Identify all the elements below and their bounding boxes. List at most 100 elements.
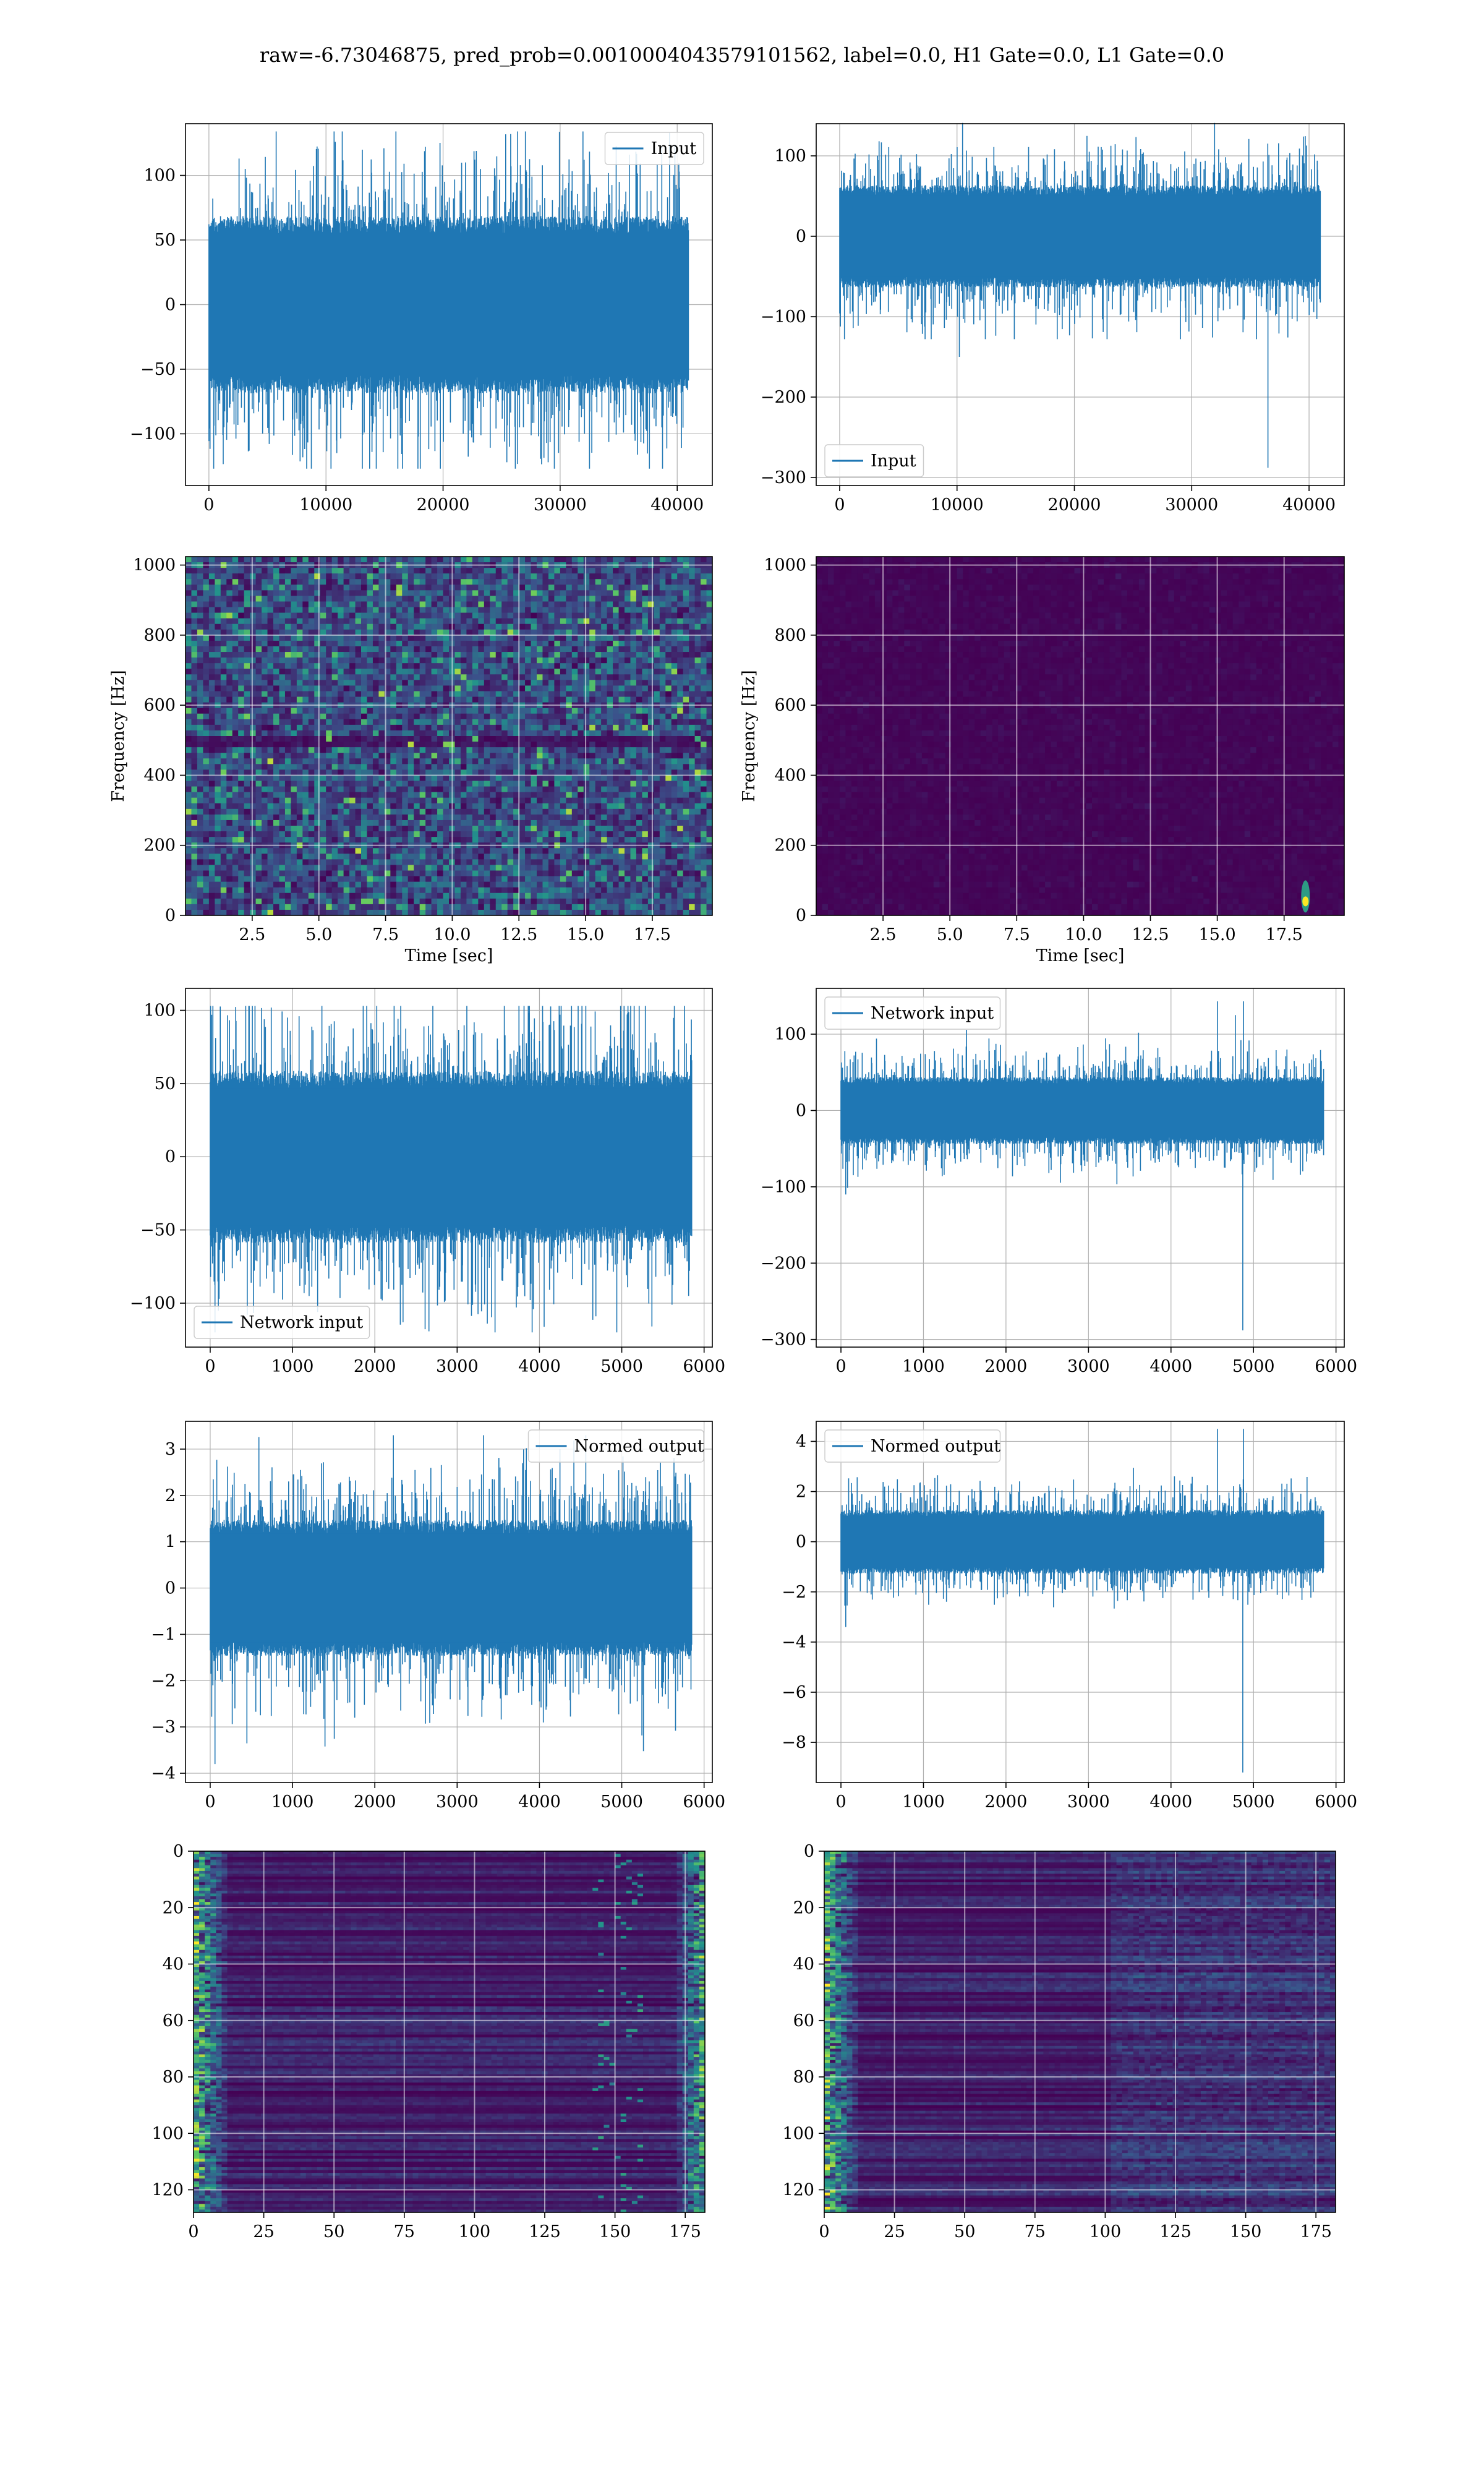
x-tick-label: 5.0 (305, 925, 332, 944)
heatmap-cells (824, 1851, 1336, 2212)
y-tick-label: 0 (165, 1579, 176, 1598)
x-tick-label: 5000 (600, 1357, 643, 1376)
x-tick-label: 5.0 (937, 925, 963, 944)
series-core (210, 1088, 692, 1226)
legend-box (194, 1306, 370, 1339)
y-tick-label: 1000 (133, 556, 176, 575)
y-tick-label: 600 (774, 696, 806, 715)
x-tick-label: 0 (819, 2222, 829, 2241)
y-tick-label: −100 (130, 1294, 176, 1313)
x-tick-label: 15.0 (1199, 925, 1236, 944)
x-tick-label: 0 (834, 495, 845, 515)
y-tick-label: −100 (761, 307, 806, 327)
y-tick-label: 400 (774, 766, 806, 785)
x-tick-label: 3000 (436, 1792, 479, 1812)
y-tick-label: −300 (761, 1330, 806, 1350)
x-tick-label: 100 (459, 2222, 491, 2241)
ticks: 2.5 5.0 7.5 10.0 12.5 15.0 17.5 0 200 400 600 800 10… (764, 556, 1302, 944)
x-tick-label: 3000 (1067, 1357, 1110, 1376)
plot-background (816, 1421, 1344, 1783)
x-tick-label: 6000 (683, 1357, 725, 1376)
x-tick-label: 0 (835, 1357, 846, 1376)
y-tick-label: 200 (774, 836, 806, 855)
x-tick-label: 6000 (1315, 1792, 1357, 1812)
x-tick-label: 40000 (650, 495, 704, 515)
series-core (841, 1084, 1324, 1137)
x-tick-label: 30000 (1165, 495, 1218, 515)
ticks: 0 25 50 75 100 125 150 175 0 20 40 60 80 100 120 (782, 1842, 1332, 2241)
axes-frame (816, 988, 1345, 1348)
x-tick-label: 5000 (1232, 1792, 1275, 1812)
x-tick-label: 4000 (518, 1792, 561, 1812)
x-tick-label: 25 (884, 2222, 905, 2241)
y-tick-label: 50 (155, 231, 176, 250)
x-axis-label: Time [sec] (1036, 946, 1125, 965)
y-tick-label: 80 (793, 2068, 814, 2087)
x-tick-label: 175 (1300, 2222, 1332, 2241)
x-tick-label: 0 (835, 1792, 846, 1812)
y-tick-label: 40 (793, 1955, 814, 1974)
y-tick-label: 800 (774, 626, 806, 645)
legend-label: Network input (240, 1313, 363, 1332)
x-tick-label: 1000 (902, 1357, 945, 1376)
y-tick-label: −100 (761, 1178, 806, 1197)
x-tick-label: 5000 (1232, 1357, 1275, 1376)
ticks: 0 1000 2000 3000 4000 5000 6000 −300 −200 −100 0 10… (761, 1025, 1357, 1376)
heatmap-cells (186, 557, 712, 915)
x-tick-label: 6000 (1315, 1357, 1357, 1376)
x-tick-label: 150 (599, 2222, 631, 2241)
x-tick-label: 175 (669, 2222, 701, 2241)
y-tick-label: 100 (774, 1025, 806, 1044)
series-core (839, 195, 1321, 277)
axes-frame (185, 556, 713, 916)
y-tick-label: 100 (774, 147, 806, 166)
x-tick-label: 75 (394, 2222, 415, 2241)
y-tick-label: 1 (165, 1533, 176, 1552)
grid (816, 557, 1344, 915)
x-tick-label: 6000 (683, 1792, 725, 1812)
y-tick-label: 100 (782, 2124, 814, 2143)
series-core (841, 1516, 1324, 1567)
x-tick-label: 10.0 (1065, 925, 1102, 944)
axes-frame (816, 556, 1345, 916)
y-tick-label: −50 (140, 1221, 176, 1240)
x-tick-label: 50 (954, 2222, 975, 2241)
y-tick-label: 600 (143, 696, 176, 715)
x-tick-label: 4000 (1149, 1792, 1192, 1812)
y-tick-label: 3 (165, 1440, 176, 1459)
x-axis-label: Time [sec] (405, 946, 493, 965)
legend-box (604, 132, 704, 165)
legend: Input (604, 132, 704, 165)
y-tick-label: 0 (173, 1842, 184, 1861)
y-tick-label: 0 (796, 1101, 806, 1120)
axes-p7: 0 1000 2000 3000 4000 5000 6000 −4 −3 −2 −1 0 1 2 3 Nor… (151, 1421, 725, 1812)
x-tick-label: 40000 (1282, 495, 1336, 515)
y-tick-label: −3 (151, 1718, 176, 1737)
x-tick-label: 20000 (1048, 495, 1101, 515)
y-tick-label: 800 (143, 626, 176, 645)
y-tick-label: 50 (155, 1074, 176, 1094)
ticks: 0 1000 2000 3000 4000 5000 6000 −8 −6 −4 −2 0 2 4 (782, 1432, 1357, 1812)
axes-frame (193, 1851, 706, 2213)
legend-label: Normed output (574, 1437, 704, 1456)
y-tick-label: 2 (796, 1483, 806, 1502)
y-tick-label: 400 (143, 766, 176, 785)
figure-title: raw=-6.73046875, pred_prob=0.00100040435… (0, 43, 1484, 67)
series-core (210, 1533, 692, 1643)
x-tick-label: 12.5 (500, 925, 537, 944)
axes-p8: 0 1000 2000 3000 4000 5000 6000 −8 −6 −4 −2 0 2 4 Norm… (782, 1421, 1357, 1812)
y-tick-label: −2 (782, 1583, 806, 1602)
y-tick-label: 80 (163, 2068, 184, 2087)
y-tick-label: −4 (151, 1764, 176, 1783)
y-tick-label: 100 (151, 2124, 184, 2143)
legend-box (824, 444, 924, 477)
axes-frame (824, 1851, 1336, 2213)
grid (194, 1851, 705, 2212)
y-tick-label: 100 (143, 1001, 176, 1021)
x-tick-label: 1000 (271, 1792, 314, 1812)
x-tick-label: 7.5 (1004, 925, 1030, 944)
y-tick-label: −1 (151, 1625, 176, 1644)
x-tick-label: 150 (1230, 2222, 1262, 2241)
grid (186, 557, 712, 915)
axes-p9: 0 25 50 75 100 125 150 175 0 20 40 60 80 100 120 (151, 1842, 706, 2241)
